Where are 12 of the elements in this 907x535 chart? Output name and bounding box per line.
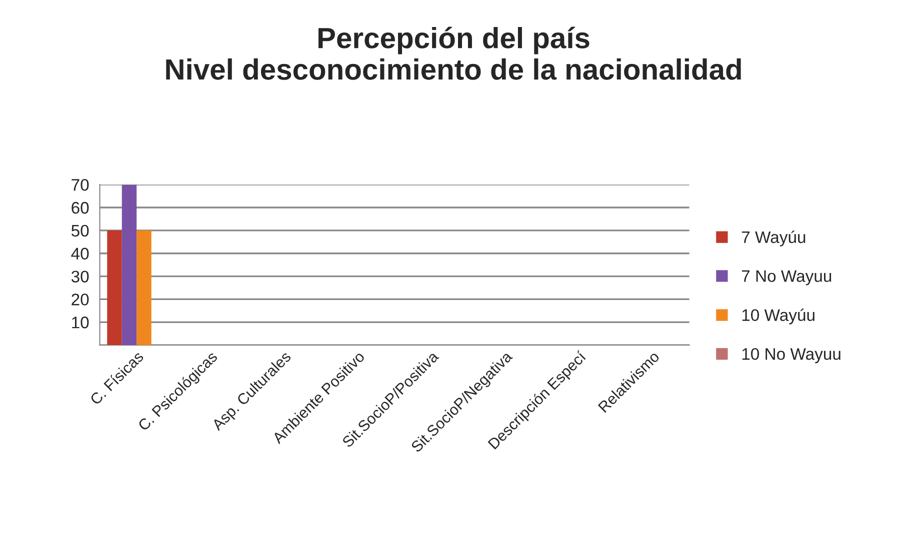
legend-label: 7 Wayúu [742, 230, 806, 246]
y-tick-label: 10 [72, 316, 89, 328]
y-tick-label: 20 [72, 294, 89, 306]
legend-label: 7 No Wayuu [742, 270, 832, 286]
y-tick-label: 40 [71, 248, 89, 260]
y-tick-label: 30 [71, 270, 89, 282]
y-tick-label: 50 [71, 224, 89, 237]
y-tick-label: 70 [72, 178, 89, 191]
legend-label: 10 Wayúu [742, 308, 814, 324]
legend-label: 10 No Wayuu [742, 348, 840, 364]
chart-title: Percepción del país Nivel desconocimiento de la nacionalidad [166, 26, 741, 80]
y-tick-label: 60 [72, 202, 89, 214]
